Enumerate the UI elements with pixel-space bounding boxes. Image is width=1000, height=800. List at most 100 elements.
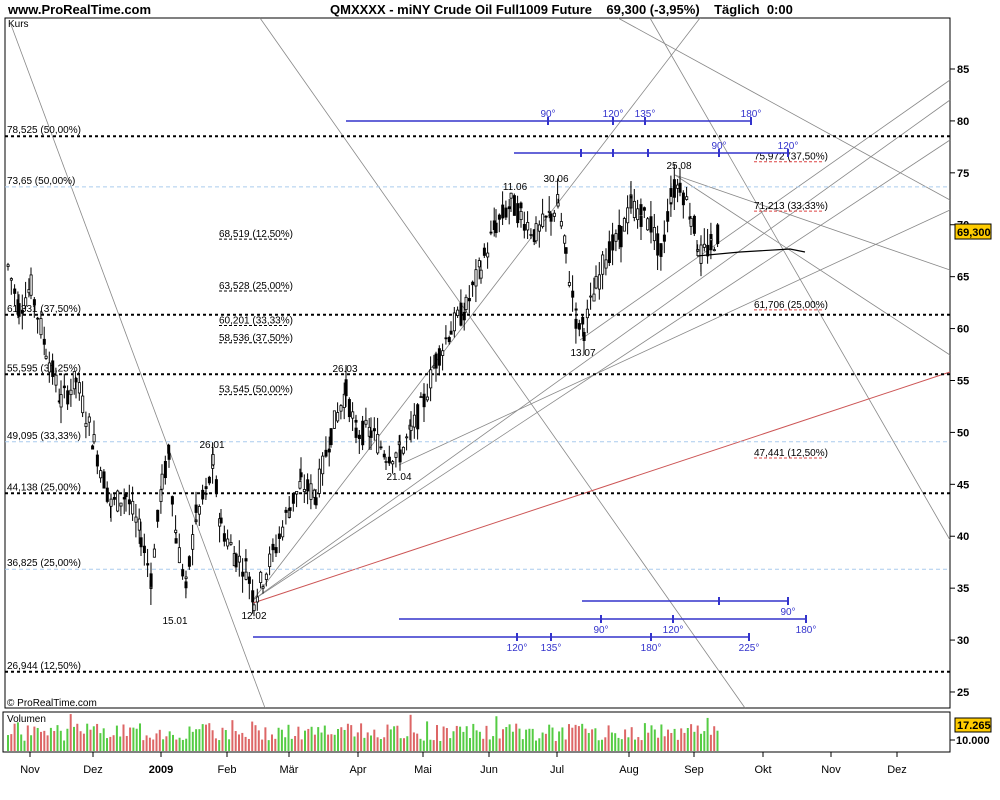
fib-right-label: 71,213 (33,33%) — [754, 201, 828, 212]
candle-body — [649, 229, 653, 233]
volume-bar — [10, 734, 13, 751]
volume-bar — [287, 724, 290, 751]
price-panel — [4, 17, 951, 709]
candle-body — [264, 573, 268, 580]
candle-body — [36, 317, 40, 320]
candle-body — [685, 196, 689, 200]
volume-bar — [353, 736, 356, 751]
candle-body — [47, 362, 51, 373]
volume-bar — [485, 725, 488, 751]
fib-right-label: 47,441 (12,50%) — [754, 448, 828, 459]
month-label: Feb — [218, 764, 237, 776]
volume-bar — [478, 731, 481, 751]
volume-bar — [706, 717, 709, 751]
volume-bar — [409, 714, 412, 751]
volume-bar — [343, 729, 346, 751]
candle-body — [589, 295, 593, 298]
candle-body — [299, 472, 303, 478]
time-cycle-degree-label: 135° — [541, 643, 562, 654]
candle-body — [437, 348, 441, 366]
candle-body — [692, 215, 696, 234]
volume-bar — [145, 735, 148, 751]
candle-body — [646, 218, 650, 231]
volume-bar — [221, 727, 224, 751]
candle-body — [247, 576, 251, 584]
volume-bar — [356, 732, 359, 751]
volume-bar — [313, 734, 316, 751]
volume-bar — [320, 732, 323, 751]
volume-bar — [614, 733, 617, 751]
volume-bar — [663, 736, 666, 751]
candle-body — [464, 296, 468, 310]
candle-body — [547, 210, 551, 213]
candle-body — [614, 233, 618, 242]
fib-level-label: 36,825 (25,00%) — [7, 558, 81, 569]
candle-body — [277, 533, 281, 539]
candle-body — [20, 309, 24, 314]
volume-bar — [271, 734, 273, 751]
candle-body — [54, 374, 58, 386]
volume-bar — [647, 732, 650, 751]
candle-body — [482, 247, 486, 256]
volume-bar — [429, 739, 432, 751]
time-cycle-degree-label: 120° — [778, 141, 799, 152]
volume-bar — [63, 740, 66, 751]
gann-line — [252, 17, 701, 601]
volume-bar — [366, 732, 369, 751]
volume-bar — [76, 723, 79, 751]
time-cycle-degree-label: 120° — [507, 643, 528, 654]
candle-body — [447, 337, 451, 343]
candle-body — [563, 235, 567, 244]
volume-bar — [208, 723, 211, 751]
candle-body — [462, 311, 466, 321]
pattern-line — [696, 248, 806, 257]
volume-bar — [396, 725, 399, 751]
volume-bar — [568, 724, 570, 751]
candle-body — [384, 461, 388, 463]
fib-level-label: 73,65 (50,00%) — [7, 176, 75, 187]
candle-body — [152, 548, 156, 558]
volume-bar — [683, 732, 686, 751]
candle-body — [160, 473, 164, 490]
candle-body — [601, 254, 605, 275]
volume-bar — [109, 736, 112, 751]
volume-bar — [511, 731, 514, 751]
volume-bars — [7, 714, 719, 751]
candle-body — [512, 195, 516, 216]
candle-body — [284, 509, 288, 513]
candle-body — [163, 461, 167, 479]
candle-body — [261, 586, 265, 589]
candle-body — [142, 545, 146, 554]
time-cycle-degree-label: 90° — [593, 625, 608, 636]
candle-body — [112, 496, 116, 500]
gann-line — [674, 174, 951, 271]
volume-bar — [607, 725, 610, 751]
candle-body — [201, 489, 205, 500]
candle-body — [526, 222, 530, 231]
time-cycle-degree-label: 135° — [635, 109, 656, 120]
volume-bar — [518, 728, 521, 751]
candle-body — [425, 396, 429, 401]
time-cycle-degree-label: 180° — [796, 625, 817, 636]
volume-bar — [475, 730, 478, 751]
candle-body — [541, 213, 545, 227]
candle-body — [226, 538, 230, 547]
fib-mid-label: 60,201 (33,33%) — [219, 315, 293, 326]
volume-bar — [56, 725, 59, 751]
candle-body — [211, 454, 215, 466]
candle-body — [255, 596, 259, 603]
volume-bar — [554, 740, 557, 751]
candle-body — [42, 338, 46, 345]
volume-bar — [505, 727, 508, 751]
candle-body — [288, 507, 292, 511]
candle-body — [204, 486, 208, 490]
volume-bar — [667, 729, 669, 751]
candle-body — [636, 208, 640, 221]
candle-body — [441, 350, 445, 356]
candle-body — [372, 428, 376, 432]
candle-body — [592, 293, 596, 302]
volume-bar — [300, 739, 303, 751]
volume-bar — [403, 738, 405, 751]
candle-body — [419, 396, 423, 399]
